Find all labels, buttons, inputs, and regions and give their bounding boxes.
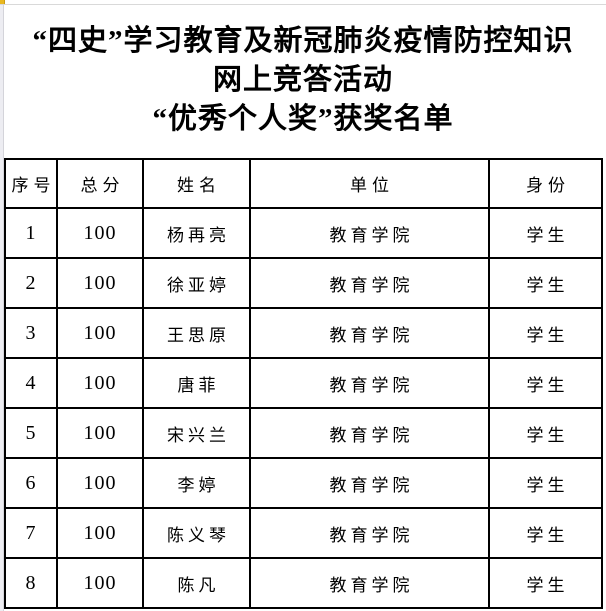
cell-score: 100 <box>56 307 144 359</box>
title-line-3: “优秀个人奖”获奖名单 <box>152 103 454 135</box>
cell-score: 100 <box>56 357 144 409</box>
table-row: 1 100 杨再亮 教育学院 学生 <box>4 207 603 259</box>
cell-name: 陈凡 <box>142 557 251 609</box>
cell-score: 100 <box>56 257 144 309</box>
table-header-row: 序号 总分 姓名 单位 身份 <box>4 158 603 209</box>
cell-name: 王思原 <box>142 307 251 359</box>
table-row: 4 100 唐菲 教育学院 学生 <box>4 357 603 409</box>
title-line-2: 网上竞答活动 <box>212 64 393 96</box>
cell-name: 宋兴兰 <box>142 407 251 459</box>
cell-identity: 学生 <box>488 457 603 509</box>
award-table: 序号 总分 姓名 单位 身份 1 100 杨再亮 教育学院 学生 2 100 徐亚婷 教育学院 学生 3 10… <box>4 158 603 609</box>
cell-name: 李婷 <box>142 457 251 509</box>
cell-identity: 学生 <box>488 357 603 409</box>
cell-unit: 教育学院 <box>249 357 490 409</box>
cell-unit: 教育学院 <box>249 207 490 259</box>
table-row: 8 100 陈凡 教育学院 学生 <box>4 557 603 609</box>
header-cell-name: 姓名 <box>142 158 251 209</box>
cell-identity: 学生 <box>488 557 603 609</box>
table-row: 5 100 宋兴兰 教育学院 学生 <box>4 407 603 459</box>
cell-index: 5 <box>4 407 58 459</box>
cell-score: 100 <box>56 557 144 609</box>
cell-name: 唐菲 <box>142 357 251 409</box>
left-margin-strip <box>0 0 4 611</box>
cell-identity: 学生 <box>488 407 603 459</box>
cell-unit: 教育学院 <box>249 457 490 509</box>
cell-identity: 学生 <box>488 257 603 309</box>
table-row: 7 100 陈义琴 教育学院 学生 <box>4 507 603 559</box>
cell-index: 8 <box>4 557 58 609</box>
title-line-1: “四史”学习教育及新冠肺炎疫情防控知识 <box>32 25 574 57</box>
cell-index: 7 <box>4 507 58 559</box>
cell-index: 4 <box>4 357 58 409</box>
cell-index: 1 <box>4 207 58 259</box>
header-cell-unit: 单位 <box>249 158 490 209</box>
cell-score: 100 <box>56 407 144 459</box>
cell-identity: 学生 <box>488 307 603 359</box>
cell-index: 3 <box>4 307 58 359</box>
cell-unit: 教育学院 <box>249 407 490 459</box>
header-cell-identity: 身份 <box>488 158 603 209</box>
table-row: 6 100 李婷 教育学院 学生 <box>4 457 603 509</box>
cell-score: 100 <box>56 457 144 509</box>
corner-accent <box>0 0 5 4</box>
document-title: “四史”学习教育及新冠肺炎疫情防控知识 网上竞答活动 “优秀个人奖”获奖名单 <box>5 6 601 139</box>
cell-identity: 学生 <box>488 207 603 259</box>
cell-name: 陈义琴 <box>142 507 251 559</box>
cell-name: 徐亚婷 <box>142 257 251 309</box>
top-gridline <box>0 4 606 5</box>
cell-unit: 教育学院 <box>249 507 490 559</box>
cell-unit: 教育学院 <box>249 307 490 359</box>
cell-unit: 教育学院 <box>249 557 490 609</box>
cell-index: 6 <box>4 457 58 509</box>
header-cell-score: 总分 <box>56 158 144 209</box>
cell-name: 杨再亮 <box>142 207 251 259</box>
table-row: 2 100 徐亚婷 教育学院 学生 <box>4 257 603 309</box>
cell-index: 2 <box>4 257 58 309</box>
cell-identity: 学生 <box>488 507 603 559</box>
cell-unit: 教育学院 <box>249 257 490 309</box>
cell-score: 100 <box>56 207 144 259</box>
cell-score: 100 <box>56 507 144 559</box>
header-cell-index: 序号 <box>4 158 58 209</box>
table-row: 3 100 王思原 教育学院 学生 <box>4 307 603 359</box>
